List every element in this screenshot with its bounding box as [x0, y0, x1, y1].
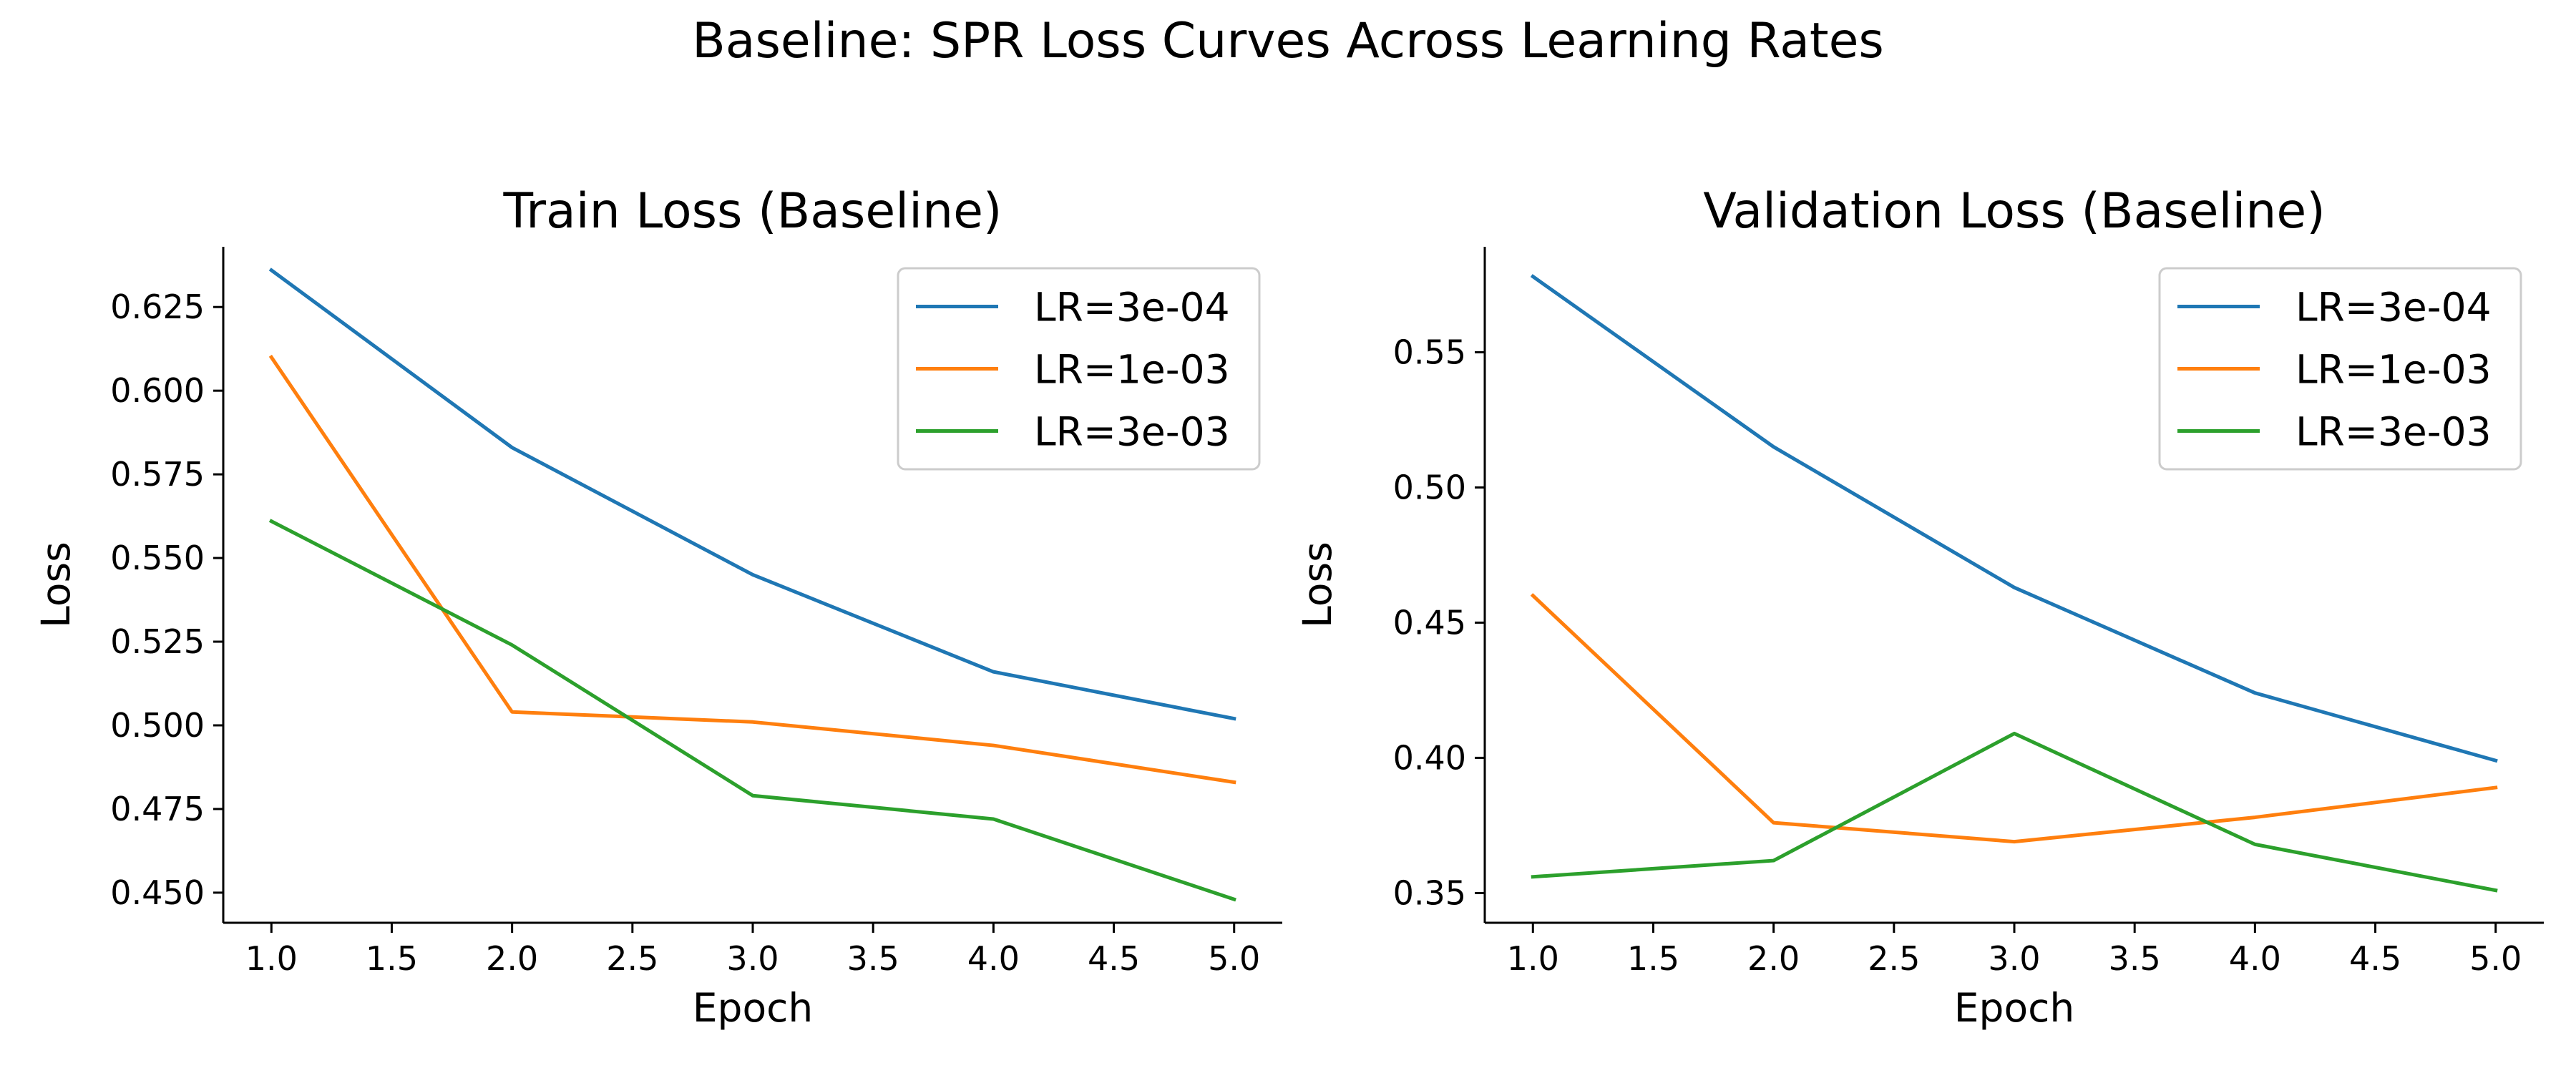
validation-x-tick-label: 2.5 — [1868, 939, 1920, 978]
train-legend-frame — [897, 267, 1261, 471]
validation-y-tick-label: 0.40 — [1393, 738, 1466, 777]
validation-loss-panel: Validation Loss (Baseline) Epoch Loss 1.0 1.… — [1294, 183, 2544, 1031]
train-x-tick-label: 4.0 — [967, 939, 1020, 978]
train-x-tick-label: 3.5 — [847, 939, 899, 978]
train-y-tick-label: 0.475 — [110, 790, 205, 828]
train-x-tick-label: 3.0 — [726, 939, 779, 978]
validation-legend-label: LR=3e-04 — [2296, 285, 2492, 330]
validation-legend-frame — [2158, 267, 2522, 471]
validation-y-tick-label: 0.45 — [1393, 603, 1466, 642]
train-x-axis-label: Epoch — [693, 985, 813, 1031]
validation-x-tick-label: 4.0 — [2229, 939, 2281, 978]
train-y-tick-label: 0.500 — [110, 706, 205, 745]
validation-y-axis-label: Loss — [1294, 542, 1340, 628]
train-x-tick-label: 2.5 — [606, 939, 658, 978]
validation-chart-title: Validation Loss (Baseline) — [1703, 183, 2326, 240]
validation-y-tick-label: 0.35 — [1393, 873, 1466, 912]
validation-x-axis-label: Epoch — [1954, 985, 2074, 1031]
train-y-tick-label: 0.575 — [110, 455, 205, 494]
train-legend: LR=3e-04 LR=1e-03 LR=3e-03 — [897, 267, 1261, 471]
validation-series-line-lr-3e-03 — [1531, 731, 2498, 893]
validation-legend-label: LR=3e-03 — [2296, 409, 2492, 455]
train-y-tick-label: 0.525 — [110, 622, 205, 661]
train-chart-title: Train Loss (Baseline) — [503, 183, 1002, 240]
validation-x-tick-label: 3.0 — [1988, 939, 2040, 978]
train-x-tick-label: 4.5 — [1088, 939, 1140, 978]
validation-legend-label: LR=1e-03 — [2296, 347, 2492, 393]
train-y-axis-label: Loss — [33, 542, 79, 628]
train-legend-label: LR=3e-03 — [1034, 409, 1230, 455]
figure-title: Baseline: SPR Loss Curves Across Learnin… — [692, 13, 1884, 69]
validation-y-tick-label: 0.55 — [1393, 333, 1466, 371]
train-series-line-lr-1e-03 — [268, 354, 1236, 785]
validation-series-line-lr-3e-04 — [1530, 274, 2498, 763]
train-y-tick-label: 0.550 — [110, 539, 205, 577]
train-loss-panel: Train Loss (Baseline) Epoch Loss 1.0 1.5 2.0 2… — [33, 183, 1282, 1031]
train-legend-label: LR=3e-04 — [1034, 285, 1230, 330]
validation-series-line-lr-1e-03 — [1530, 593, 2498, 844]
validation-x-tick-label: 2.0 — [1747, 939, 1800, 978]
train-series-line-lr-3e-04 — [268, 268, 1236, 721]
train-x-tick-label: 2.0 — [486, 939, 538, 978]
train-y-tick-label: 0.625 — [110, 288, 205, 326]
validation-x-tick-label: 1.0 — [1507, 939, 1559, 978]
train-x-tick-label: 5.0 — [1208, 939, 1260, 978]
validation-x-tick-label: 4.5 — [2349, 939, 2401, 978]
train-x-tick-label: 1.5 — [366, 939, 418, 978]
train-x-tick-label: 1.0 — [245, 939, 298, 978]
train-y-tick-label: 0.450 — [110, 873, 205, 912]
train-series-line-lr-3e-03 — [268, 519, 1236, 902]
validation-x-tick-label: 5.0 — [2469, 939, 2522, 978]
validation-legend: LR=3e-04 LR=1e-03 LR=3e-03 — [2158, 267, 2522, 471]
train-legend-label: LR=1e-03 — [1034, 347, 1230, 393]
validation-x-tick-label: 1.5 — [1627, 939, 1679, 978]
train-y-tick-label: 0.600 — [110, 371, 205, 410]
validation-x-tick-label: 3.5 — [2109, 939, 2161, 978]
validation-y-tick-label: 0.50 — [1393, 468, 1466, 506]
